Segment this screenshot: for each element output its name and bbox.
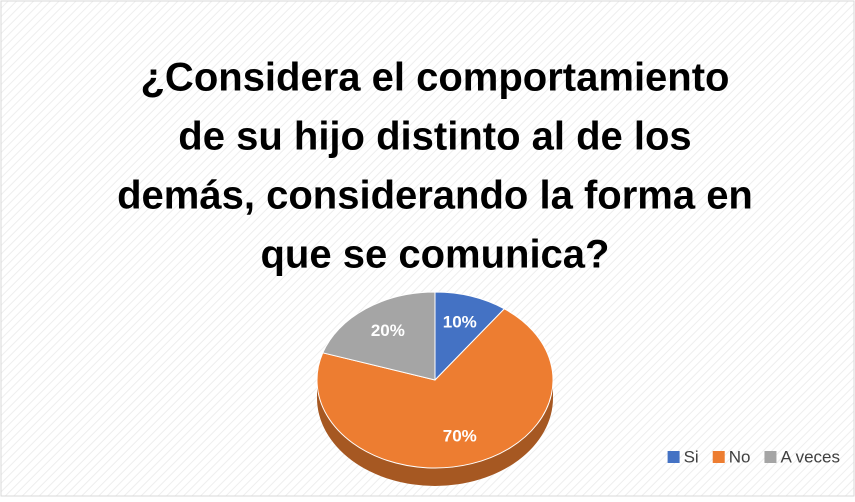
data-label: 70% — [443, 426, 477, 445]
chart-title: de su hijo distinto al de los — [178, 115, 691, 159]
data-label: 10% — [443, 313, 477, 332]
pie-slice — [434, 291, 506, 382]
pie-slice — [322, 291, 436, 381]
legend-label: Si — [684, 447, 699, 466]
legend-swatch — [667, 451, 680, 463]
legend-label: A veces — [780, 447, 840, 466]
pie-slice — [316, 308, 554, 469]
legend-label: No — [729, 447, 751, 466]
chart-title: ¿Considera el comportamiento — [141, 56, 730, 100]
data-label: 20% — [371, 321, 405, 340]
chart-title: demás, considerando la forma en — [117, 174, 753, 218]
legend-swatch — [712, 451, 725, 463]
pie-side — [317, 380, 553, 486]
legend-swatch — [764, 451, 777, 463]
chart-title: que se comunica? — [261, 233, 610, 277]
